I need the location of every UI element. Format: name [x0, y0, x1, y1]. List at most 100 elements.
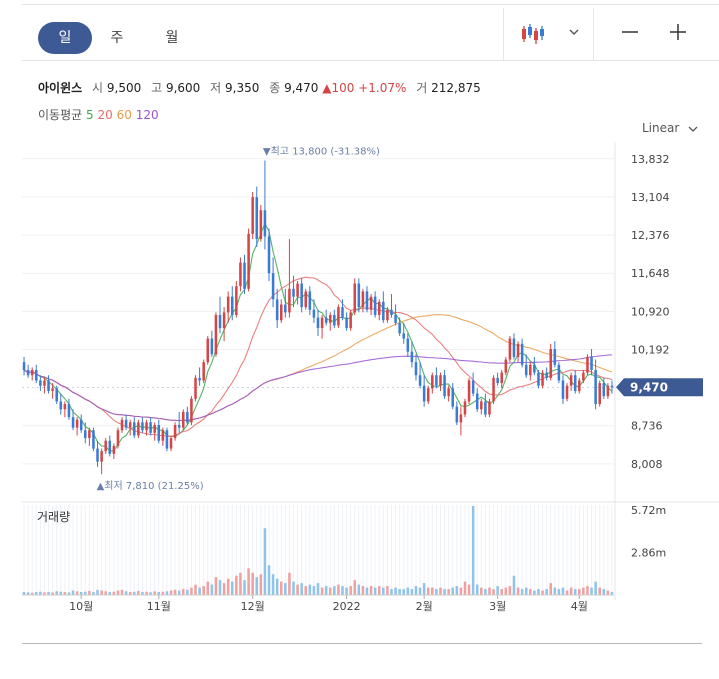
volume-bar — [504, 587, 508, 595]
volume-bar — [141, 592, 144, 595]
volume-label: 거 — [416, 81, 428, 95]
volume-bar — [35, 592, 38, 595]
candle-body — [345, 317, 348, 329]
volume-bar — [422, 583, 426, 595]
tab-daily[interactable]: 일 — [38, 22, 92, 54]
candle-body — [467, 380, 471, 402]
moving-average-line-20 — [23, 276, 613, 437]
ma-20-label: 20 — [97, 108, 113, 122]
candle-body — [508, 338, 512, 360]
candle-body — [455, 406, 459, 423]
volume-bar — [529, 589, 532, 595]
candlestick-icon[interactable] — [519, 22, 549, 46]
volume-bar — [512, 575, 516, 595]
candle-body — [235, 286, 238, 315]
candle-body — [112, 445, 116, 454]
plus-icon[interactable] — [668, 22, 688, 42]
candle-body — [173, 425, 177, 439]
volume-bar — [349, 586, 352, 595]
volume-bar — [292, 581, 295, 595]
volume-bar — [431, 587, 434, 595]
volume-bar — [149, 592, 152, 595]
volume-bar — [492, 589, 495, 595]
volume-bar — [267, 565, 271, 595]
candle-body — [324, 317, 328, 323]
volume-bar — [271, 574, 275, 595]
volume-bar — [471, 505, 475, 595]
candle-body — [108, 440, 112, 454]
volume-bar — [549, 583, 552, 595]
stock-name: 아이윈스 — [38, 81, 83, 95]
candle-body — [573, 375, 577, 391]
candle-body — [186, 411, 189, 423]
candle-body — [51, 388, 54, 391]
volume-bar — [104, 591, 107, 595]
y-tick-label: 11,648 — [631, 267, 670, 280]
candle-body — [533, 364, 536, 373]
candle-body — [47, 380, 50, 391]
candle-body — [288, 288, 291, 313]
scale-selector[interactable]: Linear — [642, 121, 699, 135]
candle-body — [357, 283, 361, 308]
candle-body — [312, 309, 316, 318]
candle-body — [451, 388, 454, 407]
volume-bar — [394, 587, 397, 595]
candle-body — [259, 210, 263, 240]
volume-bar — [475, 584, 479, 595]
tab-weekly[interactable]: 주 — [110, 30, 124, 46]
volume-bar — [165, 591, 169, 595]
volume-bar — [206, 581, 210, 595]
volume-bar — [296, 584, 299, 595]
minus-icon[interactable] — [620, 22, 640, 42]
current-price-tag — [616, 378, 703, 397]
volume-bar — [88, 590, 91, 595]
moving-average-legend: 이동평균 5 20 60 120 — [38, 106, 159, 123]
volume-bar — [161, 591, 165, 595]
candle-body — [594, 370, 597, 405]
low-value: 9,350 — [225, 81, 260, 95]
candle-body — [582, 372, 585, 381]
volume-bar — [569, 587, 573, 595]
candle-body — [141, 422, 144, 431]
candle-body — [484, 401, 487, 415]
open-value: 9,500 — [106, 81, 142, 95]
chevron-down-icon — [688, 126, 698, 132]
candle-body — [84, 430, 87, 439]
volume-bar — [439, 587, 442, 595]
toolbar-separator — [593, 8, 594, 60]
chevron-down-icon[interactable] — [567, 24, 581, 38]
volume-bar — [100, 590, 103, 595]
candle-body — [194, 377, 197, 399]
y-tick-label: 10,920 — [631, 305, 670, 318]
tab-monthly[interactable]: 월 — [165, 30, 179, 46]
volume-bar — [67, 592, 71, 595]
ma-60-label: 60 — [116, 108, 132, 122]
volume-bar — [459, 587, 463, 595]
candle-body — [206, 338, 210, 363]
volume-bar — [47, 592, 50, 595]
high-annotation: ▼최고 13,800 (-31.38%) — [263, 145, 380, 157]
candle-body — [557, 364, 561, 381]
volume-bar — [108, 592, 112, 595]
volume-bar — [598, 587, 601, 595]
volume-bar — [541, 590, 544, 595]
volume-bar — [84, 591, 87, 595]
y-tick-label: 12,376 — [631, 229, 670, 242]
candle-body — [222, 312, 226, 329]
volume-bar — [402, 589, 406, 595]
volume-tick-label: 2.86m — [631, 547, 666, 560]
candle-body — [67, 404, 71, 418]
volume-bar — [447, 589, 450, 595]
close-label: 종 — [269, 81, 281, 95]
volume-bar — [324, 586, 328, 595]
candle-body — [373, 296, 377, 315]
moving-average-line-5 — [23, 221, 613, 452]
low-annotation: ▲최저 7,810 (21.25%) — [97, 480, 204, 492]
volume-bar — [410, 589, 414, 595]
volume-bar — [247, 568, 250, 595]
volume-tick-label: 5.72m — [631, 504, 666, 517]
candle-body — [365, 291, 369, 310]
volume-bar — [508, 586, 512, 595]
candle-body — [226, 296, 230, 313]
